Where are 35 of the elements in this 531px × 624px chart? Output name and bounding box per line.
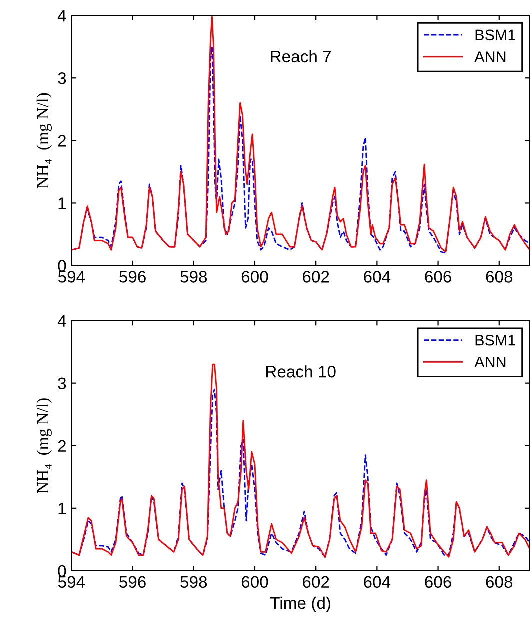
x-tick-label: 594 [58, 271, 86, 283]
y-axis-title: NH₄ (mg N/l) [36, 93, 52, 188]
x-tick-label: 604 [364, 576, 391, 588]
legend-label: BSM1 [476, 30, 516, 41]
x-tick-label: 602 [303, 271, 330, 283]
y-tick-label: 1 [58, 502, 66, 514]
y-tick-label: 3 [58, 72, 66, 84]
x-tick-label: 594 [58, 576, 86, 588]
x-tick-label: 598 [180, 576, 208, 588]
x-tick-label: 604 [364, 271, 391, 283]
annotation: Reach 10 [266, 366, 336, 378]
x-tick-label: 598 [180, 271, 208, 283]
annotation: Reach 7 [271, 50, 332, 63]
x-tick-label: 600 [242, 271, 268, 283]
x-tick-label: 600 [242, 576, 268, 588]
x-tick-label: 606 [425, 576, 452, 588]
y-axis-title: NH₄ (mg N/l) [36, 398, 52, 494]
x-tick-label: 608 [486, 271, 513, 283]
y-tick-label: 0 [58, 260, 66, 272]
legend-label: ANN [474, 52, 506, 62]
y-tick-label: 4 [58, 10, 66, 22]
legend-label: BSM1 [476, 334, 516, 346]
x-axis-title: Time (d) [270, 596, 330, 612]
x-tick-label: 606 [425, 271, 452, 283]
y-tick-label: 1 [58, 198, 66, 210]
legend-label: ANN [474, 356, 506, 368]
x-tick-label: 608 [486, 576, 513, 588]
y-tick-label: 2 [58, 135, 66, 147]
y-tick-label: 3 [58, 378, 66, 390]
x-tick-label: 602 [303, 576, 330, 588]
x-tick-label: 596 [120, 271, 146, 283]
y-tick-label: 2 [58, 440, 66, 452]
y-tick-label: 4 [58, 315, 66, 327]
y-tick-label: 0 [58, 565, 66, 578]
x-tick-label: 596 [120, 576, 146, 588]
